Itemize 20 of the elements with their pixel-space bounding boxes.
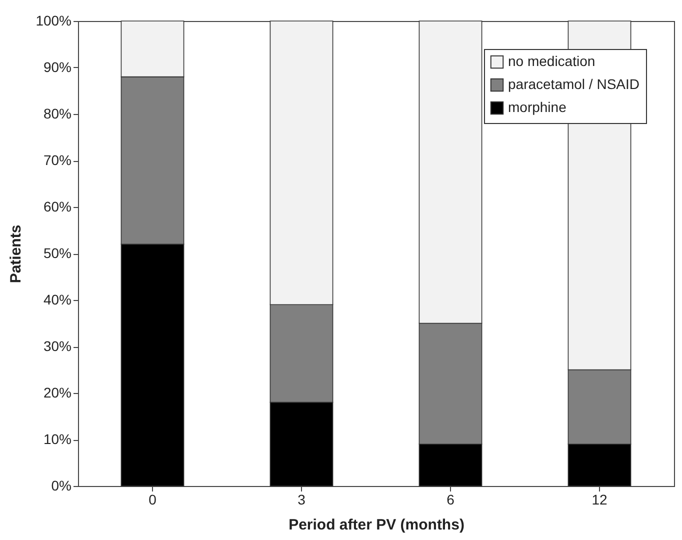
legend-label: no medication: [508, 53, 596, 69]
y-axis-title: Patients: [8, 224, 25, 284]
y-tick-label: 70%: [43, 152, 72, 168]
y-tick-label: 50%: [43, 245, 72, 261]
y-tick-label: 90%: [43, 59, 72, 75]
x-tick-label: 0: [148, 492, 157, 508]
x-tick-label: 3: [298, 492, 306, 508]
y-tick-label: 40%: [43, 292, 72, 308]
y-tick-label: 20%: [43, 384, 72, 400]
y-tick-label: 10%: [43, 431, 72, 447]
x-axis-title: Period after PV (months): [288, 516, 464, 534]
x-tick-label: 6: [446, 492, 455, 508]
y-tick-label: 30%: [43, 338, 72, 354]
y-tick-label: 60%: [43, 198, 72, 214]
y-tick-label: 80%: [43, 106, 72, 122]
x-tick-label: 12: [592, 492, 608, 508]
legend-label: paracetamol / NSAID: [508, 76, 640, 92]
y-tick-label: 0%: [51, 478, 72, 494]
legend-label: morphine: [508, 99, 567, 115]
y-tick-label: 100%: [36, 12, 72, 28]
